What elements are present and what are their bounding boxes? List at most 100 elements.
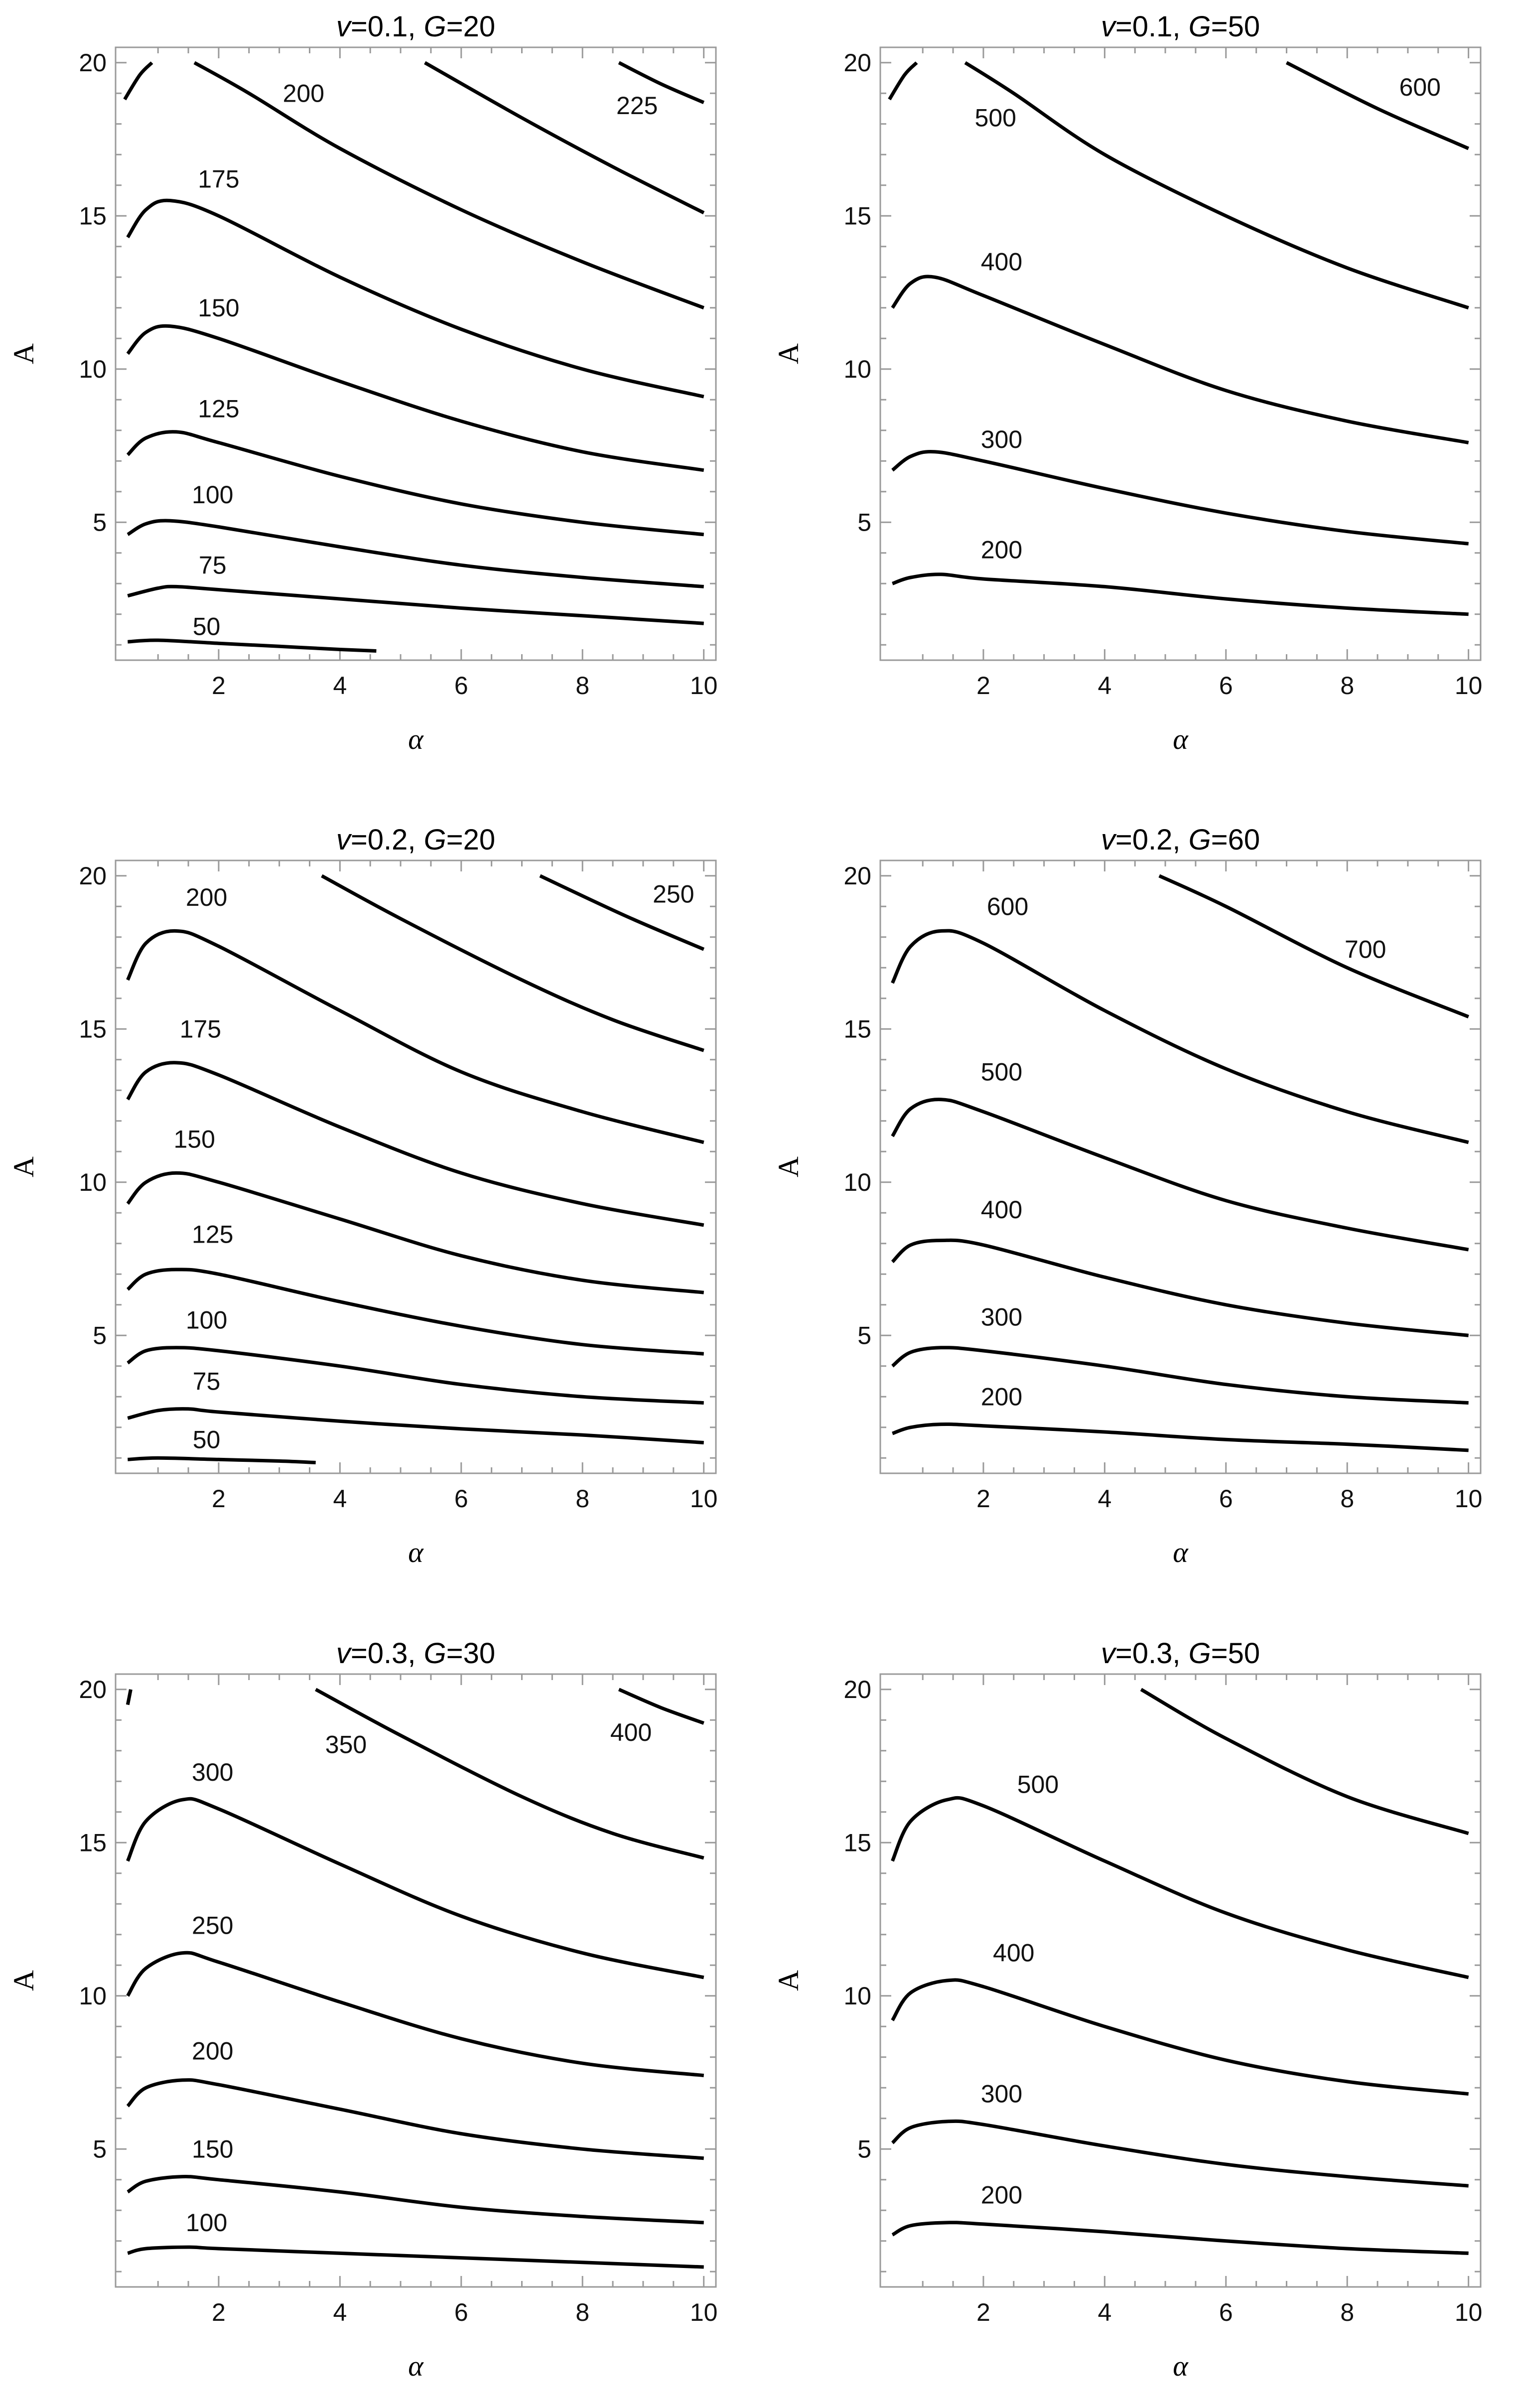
contour-line-50: [128, 1456, 316, 1464]
title-part: =0.3,: [1115, 1637, 1189, 1670]
x-tick-label: 2: [212, 2298, 226, 2326]
contour-line-50: [128, 638, 377, 653]
contour-label: 600: [1399, 73, 1441, 101]
title-part: v: [1101, 10, 1117, 43]
contour-label: 300: [981, 425, 1022, 453]
title-part: =50: [1211, 1637, 1260, 1670]
x-tick-label: 10: [690, 672, 718, 700]
contour-line-250: [539, 874, 705, 951]
x-tick-label: 4: [333, 672, 347, 700]
contour-line-300: [126, 1797, 704, 1980]
contour-label: 400: [981, 1196, 1022, 1224]
y-tick-label: 10: [843, 355, 871, 383]
panel-title: v=0.2, G=20: [336, 824, 495, 856]
contour-line-75: [127, 1407, 704, 1444]
x-tick-label: 6: [454, 1485, 468, 1513]
title-part: v: [336, 824, 352, 856]
contour-line-unlabeled: [618, 61, 705, 104]
x-tick-label: 10: [1455, 672, 1483, 700]
contour-label: 50: [193, 1425, 221, 1453]
contour-line-300: [891, 450, 1469, 546]
y-tick-label: 10: [843, 1168, 871, 1196]
y-tick-label: 15: [843, 1015, 871, 1043]
plot-frame: [879, 859, 1482, 1474]
contour-label: 75: [199, 551, 227, 579]
title-part: =20: [446, 10, 495, 43]
title-part: G: [424, 10, 446, 43]
contour-label: 600: [987, 892, 1028, 920]
y-tick-label: 20: [843, 1676, 871, 1703]
contour-label: 75: [193, 1368, 221, 1396]
contour-label: 125: [192, 1220, 233, 1248]
contour-label: 175: [198, 165, 239, 193]
x-tick-label: 6: [1219, 1485, 1233, 1513]
contour-line-200: [193, 61, 704, 310]
title-part: v: [1101, 1637, 1117, 1670]
contour-label: 200: [283, 79, 324, 107]
title-part: =30: [446, 1637, 495, 1670]
contour-line-400: [891, 1238, 1469, 1337]
title-part: v: [336, 10, 352, 43]
y-tick-label: 5: [93, 1321, 107, 1349]
contour-line-unlabeled: [888, 61, 918, 101]
contour-line-200: [892, 1422, 1469, 1452]
y-tick-label: 15: [843, 1829, 871, 1856]
contour-line-500: [964, 61, 1469, 310]
x-tick-label: 2: [976, 1485, 990, 1513]
x-tick-label: 10: [1455, 1485, 1483, 1513]
chart-panel-6: v=0.3, G=50 2 4 6 8 10 5 10 15 20 α A 200 300 400 500: [772, 1637, 1482, 2382]
y-tick-label: 15: [843, 202, 871, 230]
x-tick-label: 6: [1219, 2298, 1233, 2326]
y-axis-label: A: [7, 1156, 40, 1177]
x-axis-label: α: [1173, 2350, 1189, 2382]
x-tick-label: 4: [1098, 1485, 1111, 1513]
contour-label: 100: [186, 1306, 227, 1334]
contour-line-200: [126, 929, 704, 1144]
title-part: G: [1189, 824, 1211, 856]
y-axis-label: A: [7, 1970, 40, 1991]
y-tick-label: 5: [857, 508, 871, 536]
title-part: =50: [1211, 10, 1260, 43]
contour-label: 500: [981, 1058, 1022, 1086]
x-tick-label: 2: [976, 672, 990, 700]
contour-line-unlabeled: [321, 874, 704, 1052]
y-axis-label: A: [7, 343, 40, 364]
contour-label: 500: [975, 104, 1016, 132]
title-part: =20: [446, 824, 495, 856]
x-tick-label: 4: [1098, 2298, 1111, 2326]
x-tick-label: 8: [1340, 1485, 1354, 1513]
x-tick-label: 2: [212, 672, 226, 700]
contour-line-500: [891, 1796, 1469, 1980]
x-tick-label: 6: [454, 2298, 468, 2326]
contour-label: 100: [192, 481, 233, 509]
title-part: =0.1,: [1115, 10, 1189, 43]
y-axis-label: A: [772, 1970, 805, 1991]
title-part: =0.1,: [351, 10, 424, 43]
y-tick-label: 20: [79, 49, 107, 77]
contour-line-150: [126, 1171, 704, 1294]
contour-line-400: [618, 1688, 704, 1725]
x-tick-label: 8: [575, 672, 589, 700]
chart-panel-4: v=0.2, G=60 2 4 6 8 10 5 10 15 20 α A 200 300 400 500 60…: [772, 824, 1482, 1568]
contour-line-400: [891, 1978, 1469, 2096]
contour-line-300: [891, 2119, 1469, 2188]
y-axis-label: A: [772, 343, 805, 364]
x-axis-label: α: [1173, 1536, 1189, 1568]
contour-line-350: [315, 1688, 704, 1860]
y-tick-label: 15: [79, 1829, 107, 1856]
contour-label: 250: [192, 1911, 233, 1939]
contour-line-unlabeled: [123, 61, 153, 101]
y-tick-label: 10: [79, 355, 107, 383]
contour-line-400: [891, 275, 1469, 444]
plot-frame: [115, 1673, 717, 2288]
panel-title: v=0.2, G=60: [1101, 824, 1260, 856]
plot-frame: [115, 46, 717, 661]
contour-label: 300: [981, 1303, 1022, 1331]
contour-line-200: [891, 2221, 1469, 2255]
x-tick-label: 8: [575, 2298, 589, 2326]
panel-title: v=0.1, G=20: [336, 10, 495, 43]
title-part: =0.2,: [351, 824, 424, 856]
x-tick-label: 8: [575, 1485, 589, 1513]
contour-line-100: [127, 519, 704, 588]
title-part: v: [336, 1637, 352, 1670]
